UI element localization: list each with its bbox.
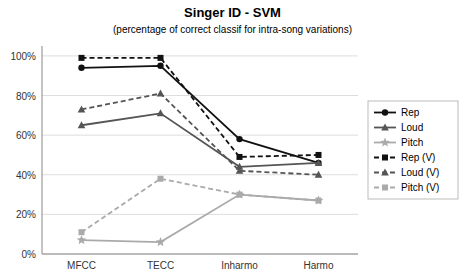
point: [78, 121, 86, 128]
point: [79, 55, 85, 61]
y-tick-label: 20%: [16, 209, 36, 220]
legend-label: Pitch: [401, 137, 423, 148]
series-line: [82, 58, 319, 157]
grid-line: [42, 214, 358, 215]
legend-label: Rep: [401, 107, 420, 118]
point: [236, 167, 244, 174]
point: [158, 55, 164, 61]
legend-frame: [368, 101, 458, 199]
chart: Singer ID - SVM (percentage of correct cl…: [0, 0, 465, 280]
legend-marker: [382, 185, 388, 191]
y-tick-label: 100%: [10, 51, 36, 62]
point: [157, 90, 165, 97]
legend-marker: [381, 169, 389, 176]
point: [78, 65, 84, 71]
x-tick-label: Harmo: [303, 260, 333, 271]
point: [77, 235, 87, 244]
x-axis-line: [42, 254, 358, 255]
series-line: [82, 195, 319, 243]
point: [158, 176, 164, 182]
point: [157, 63, 163, 69]
point: [316, 198, 322, 204]
grid-line: [42, 174, 358, 175]
legend-label: Loud (V): [401, 167, 439, 178]
point: [316, 152, 322, 158]
x-tick-label: MFCC: [67, 260, 96, 271]
point: [315, 159, 323, 166]
legend-label: Rep (V): [401, 152, 435, 163]
point: [315, 171, 323, 178]
y-tick-label: 0%: [22, 249, 37, 260]
grid: [42, 56, 358, 254]
grid-line: [42, 55, 358, 56]
point: [156, 237, 166, 246]
plot-area: [77, 55, 324, 246]
point: [157, 109, 165, 116]
legend: Rep Loud Pitch Rep (V) Loud (V) Pitch (V): [368, 101, 458, 199]
legend-marker: [381, 124, 389, 131]
legend-label: Pitch (V): [401, 182, 439, 193]
legend-label: Loud: [401, 122, 423, 133]
series-line: [82, 66, 319, 163]
grid-line: [42, 254, 358, 255]
point: [236, 136, 242, 142]
y-tick-label: 40%: [16, 170, 36, 181]
x-tick-label: Inharmo: [221, 260, 258, 271]
point: [78, 105, 86, 112]
legend-marker: [382, 109, 388, 115]
point: [237, 154, 243, 160]
y-tick-label: 60%: [16, 130, 36, 141]
grid-line: [42, 135, 358, 136]
series-line: [82, 94, 319, 175]
title: Singer ID - SVM: [184, 5, 281, 20]
grid-line: [42, 95, 358, 96]
legend-marker: [380, 138, 390, 147]
point: [237, 192, 243, 198]
series-line: [82, 179, 319, 232]
series-line: [82, 113, 319, 166]
y-axis-line: [42, 46, 43, 254]
x-tick-label: TECC: [147, 260, 174, 271]
y-tick-label: 80%: [16, 91, 36, 102]
subtitle: (percentage of correct classif for intra…: [113, 24, 352, 35]
point: [79, 229, 85, 235]
legend-marker: [382, 155, 388, 161]
